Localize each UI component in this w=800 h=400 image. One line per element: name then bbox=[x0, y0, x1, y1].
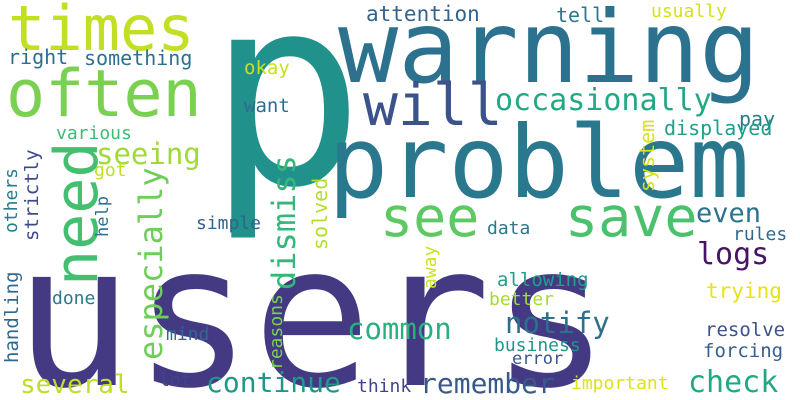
word-trying: trying bbox=[706, 279, 782, 303]
word-common: common bbox=[347, 312, 452, 346]
word-okay: okay bbox=[244, 57, 290, 79]
word-often: often bbox=[6, 57, 202, 132]
word-data: data bbox=[487, 218, 531, 239]
word-will: will bbox=[363, 71, 503, 139]
word-done: done bbox=[52, 288, 96, 309]
word-business: business bbox=[494, 335, 581, 356]
word-error: error bbox=[512, 349, 564, 369]
word-important: important bbox=[571, 373, 669, 394]
word-notify: notify bbox=[505, 306, 610, 340]
word-help: help bbox=[93, 196, 113, 237]
word-several: several bbox=[20, 370, 130, 400]
word-seeing: seeing bbox=[96, 137, 201, 171]
word-want: want bbox=[244, 95, 290, 117]
word-handling: handling bbox=[1, 271, 23, 363]
word-forcing: forcing bbox=[703, 340, 784, 362]
word-see: see bbox=[380, 185, 480, 249]
word-strictly: strictly bbox=[21, 149, 43, 241]
word-dismiss: dismiss bbox=[265, 155, 303, 290]
word-logs: logs bbox=[697, 237, 770, 272]
word-away: away bbox=[420, 245, 441, 289]
word-occasionally: occasionally bbox=[495, 83, 712, 118]
word-save: save bbox=[565, 185, 698, 249]
word-p: p bbox=[207, 0, 365, 245]
word-resolve: resolve bbox=[705, 319, 786, 341]
word-something: something bbox=[84, 46, 193, 70]
word-lot: lot bbox=[159, 370, 192, 391]
word-think: think bbox=[357, 376, 412, 397]
word-allowing: allowing bbox=[497, 269, 589, 291]
word-others: others bbox=[1, 167, 22, 233]
word-even: even bbox=[696, 198, 762, 229]
word-various: various bbox=[56, 123, 132, 144]
word-rules: rules bbox=[733, 224, 788, 245]
word-simple: simple bbox=[196, 213, 262, 234]
word-system: system bbox=[635, 119, 659, 192]
word-pay: pay bbox=[739, 107, 776, 131]
word-especially: especially bbox=[132, 167, 170, 360]
word-continue: continue bbox=[206, 366, 341, 399]
word-problem: problem bbox=[328, 104, 750, 221]
word-right: right bbox=[8, 45, 69, 69]
word-users: users bbox=[14, 201, 611, 400]
word-better: better bbox=[489, 289, 555, 310]
word-displayed: displayed bbox=[664, 116, 773, 140]
word-reasons: reasons bbox=[266, 294, 287, 370]
word-remember: remember bbox=[420, 367, 555, 400]
word-usually: usually bbox=[651, 1, 727, 22]
word-got: got bbox=[94, 160, 127, 181]
word-attention: attention bbox=[366, 2, 480, 26]
word-warning: warning bbox=[338, 0, 760, 106]
word-solved: solved bbox=[308, 177, 332, 250]
word-times: times bbox=[8, 0, 195, 65]
word-tell: tell bbox=[556, 3, 605, 27]
word-check: check bbox=[688, 365, 779, 400]
word-mind: mind bbox=[166, 324, 210, 345]
